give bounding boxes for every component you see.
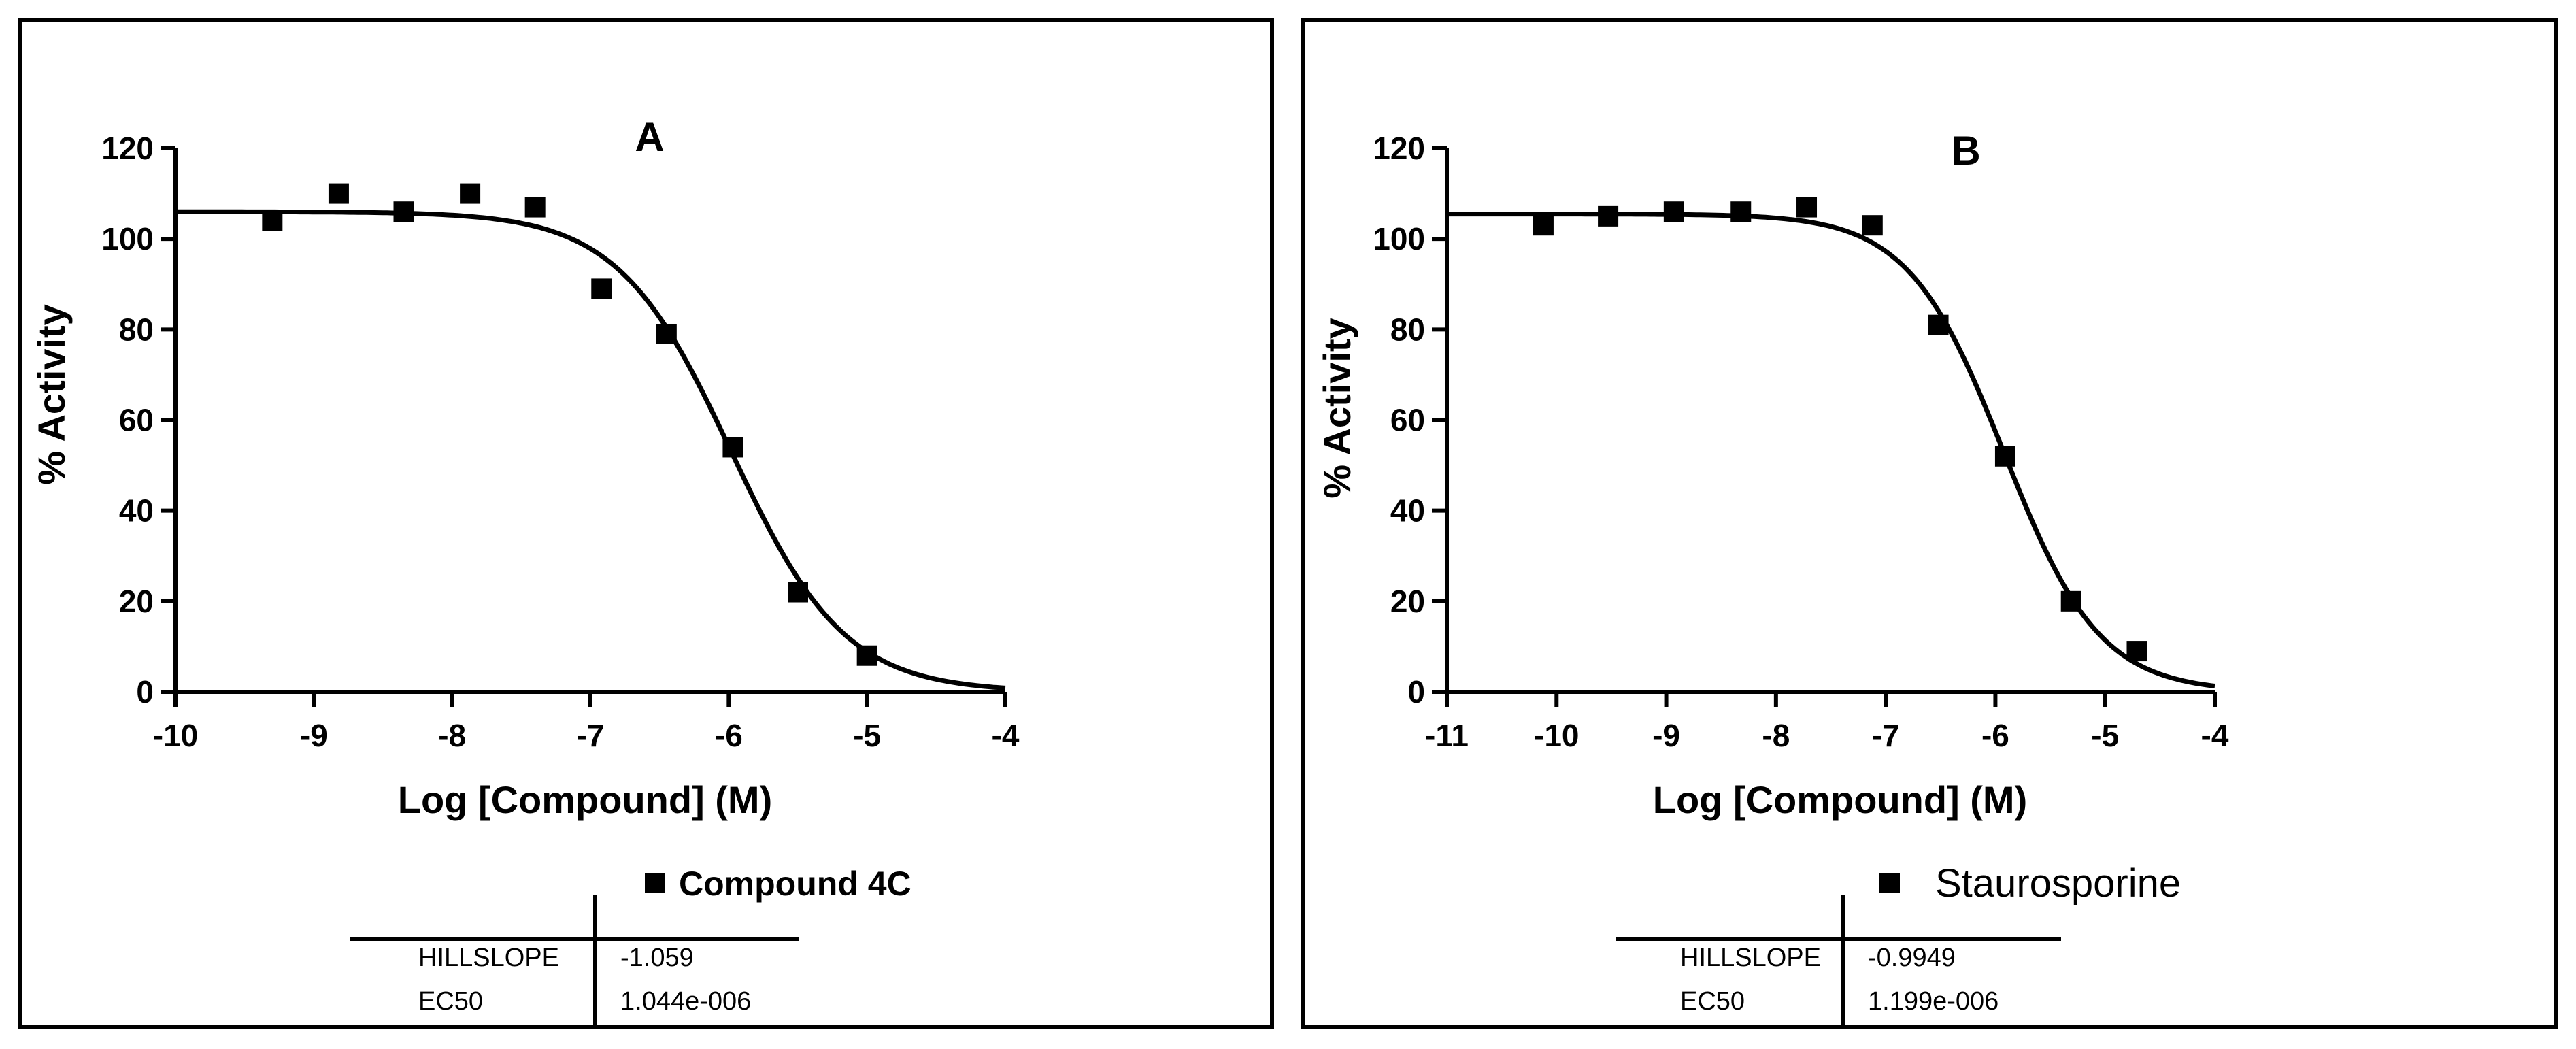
panel-letter: B xyxy=(1951,128,1980,173)
data-point xyxy=(1730,201,1752,222)
y-tick-label: 120 xyxy=(1373,131,1425,166)
data-point xyxy=(262,210,283,231)
table-row-label: HILLSLOPE xyxy=(1680,944,1821,972)
data-point xyxy=(460,183,481,204)
y-tick-label: 60 xyxy=(1390,403,1425,438)
x-tick-label: -8 xyxy=(438,718,466,753)
y-tick-label: 40 xyxy=(119,493,154,529)
data-point xyxy=(1862,215,1883,236)
x-tick-label: -7 xyxy=(577,718,605,753)
table-row-label: HILLSLOPE xyxy=(418,944,559,972)
y-tick-label: 0 xyxy=(136,674,154,710)
table-row-label: EC50 xyxy=(1680,987,1745,1016)
data-point xyxy=(1928,314,1949,335)
y-tick-label: 40 xyxy=(1390,493,1425,529)
data-point xyxy=(524,197,546,218)
fit-curve-group xyxy=(175,209,1006,690)
x-tick-label: -8 xyxy=(1762,718,1790,753)
x-tick-label: -9 xyxy=(1652,718,1680,753)
legend-label: Staurosporine xyxy=(1935,861,2181,905)
data-point xyxy=(591,278,612,299)
x-tick-label: -9 xyxy=(300,718,328,753)
panel-border xyxy=(18,18,1274,1029)
x-tick-label: -6 xyxy=(1981,718,2009,753)
y-tick-label: 80 xyxy=(1390,312,1425,347)
panel-a: A Log [Compound] (M) % Activity 0 20 40 60 8… xyxy=(18,18,1274,1029)
data-point xyxy=(656,323,677,344)
data-point xyxy=(1994,446,2015,467)
legend-marker xyxy=(1879,873,1900,893)
table-row-value: -1.059 xyxy=(620,944,694,972)
x-tick-label: -4 xyxy=(992,718,1020,753)
y-axis-title: % Activity xyxy=(30,304,73,485)
data-point xyxy=(1796,197,1818,218)
x-tick-label: -10 xyxy=(153,718,198,753)
x-tick-label: -4 xyxy=(2201,718,2229,753)
y-tick-label: 120 xyxy=(101,131,154,166)
data-points xyxy=(1533,197,2147,662)
x-tick-label: -11 xyxy=(1425,718,1469,753)
x-tick-label: -5 xyxy=(853,718,881,753)
fit-curve xyxy=(1447,212,2215,688)
x-tick-label: -6 xyxy=(715,718,743,753)
x-tick-label: -5 xyxy=(2091,718,2119,753)
data-point xyxy=(393,201,414,222)
panel-letter: A xyxy=(635,114,664,160)
y-tick-label: 20 xyxy=(119,584,154,619)
table-row-label: EC50 xyxy=(418,987,483,1016)
data-point xyxy=(788,582,808,603)
data-point xyxy=(722,437,743,458)
panel-border xyxy=(1301,18,2558,1029)
y-tick-label: 20 xyxy=(1390,584,1425,619)
y-axis-title: % Activity xyxy=(1316,318,1358,499)
axes: 0 20 40 60 80 100 120 -11 -10 -9 -8 -7 -6 -5 -4 xyxy=(1373,131,2229,753)
data-point xyxy=(2060,590,2081,612)
axes: 0 20 40 60 80 100 120 -10 -9 -8 -7 -6 -5 -4 xyxy=(101,131,1020,753)
data-point xyxy=(856,645,877,666)
x-axis-title: Log [Compound] (M) xyxy=(398,778,772,821)
legend-label: Compound 4C xyxy=(679,865,911,903)
y-tick-label: 100 xyxy=(1373,221,1425,256)
panel-b: B Log [Compound] (M) % Activity 0 20 40 60 8… xyxy=(1301,18,2558,1029)
results-table: HILLSLOPE -1.059 EC50 1.044e-006 xyxy=(350,895,799,1029)
table-row-value: 1.044e-006 xyxy=(620,987,751,1016)
x-tick-label: -7 xyxy=(1872,718,1900,753)
y-tick-label: 80 xyxy=(119,312,154,347)
x-tick-label: -10 xyxy=(1534,718,1579,753)
y-tick-label: 60 xyxy=(119,403,154,438)
table-row-value: 1.199e-006 xyxy=(1868,987,1998,1016)
y-tick-label: 0 xyxy=(1407,674,1425,710)
table-row-value: -0.9949 xyxy=(1868,944,1956,972)
legend-marker xyxy=(645,873,665,893)
data-points xyxy=(262,183,877,666)
data-point xyxy=(1598,205,1619,227)
results-table: HILLSLOPE -0.9949 EC50 1.199e-006 xyxy=(1616,895,2061,1029)
fit-curve-group xyxy=(1447,212,2215,688)
y-tick-label: 100 xyxy=(101,221,154,256)
data-point xyxy=(1663,201,1684,222)
data-point xyxy=(328,183,349,204)
data-point xyxy=(1533,215,1554,236)
data-point xyxy=(2126,641,2147,662)
x-axis-title: Log [Compound] (M) xyxy=(1653,778,2027,821)
fit-curve xyxy=(175,209,1006,690)
